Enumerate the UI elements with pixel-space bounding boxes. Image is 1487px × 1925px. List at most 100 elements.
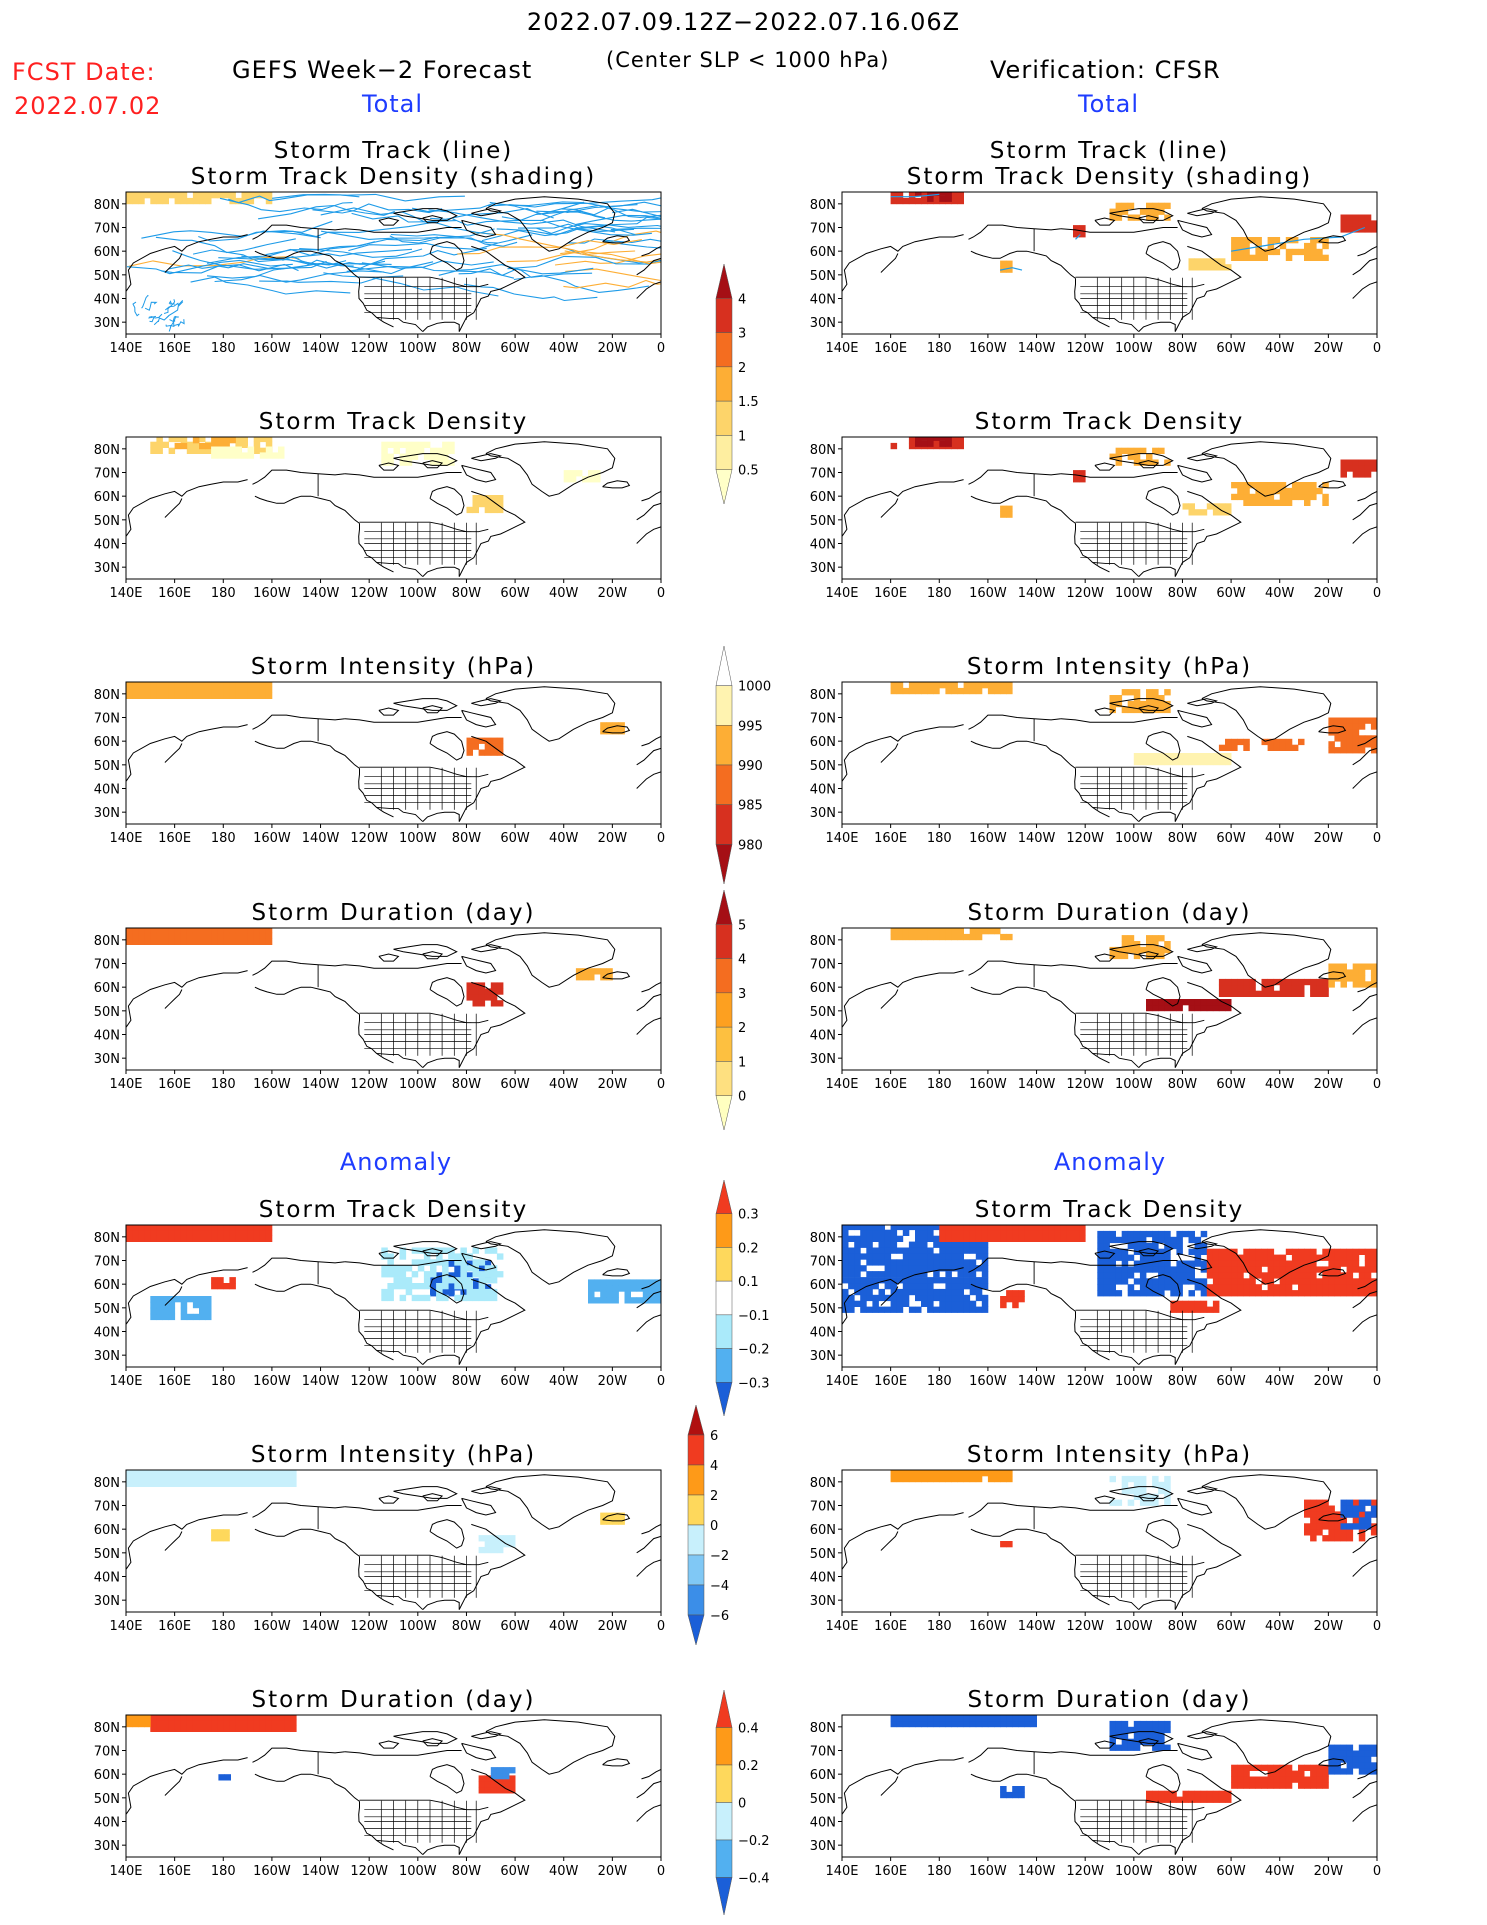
shading-cell [150, 197, 157, 205]
coastline [393, 1486, 458, 1499]
shading-cell [490, 1787, 498, 1794]
storm-track-line [430, 201, 585, 220]
lat-tick-label: 50N [810, 1005, 836, 1020]
shading-cell [496, 1535, 504, 1542]
shading-cell [1194, 758, 1202, 766]
shading-cell [1121, 1475, 1129, 1483]
lon-tick-label: 160E [874, 1864, 907, 1879]
shading-cell [399, 1294, 407, 1302]
shading-cell [1346, 1272, 1354, 1279]
shading-cell [1322, 978, 1329, 986]
shading-cell [1273, 499, 1281, 506]
map-panel-fc-duration: 140E 160E 180 160W 140W 120W 100W 80W 60W 40W 20W 0… [94, 927, 665, 1100]
shading-cell [1182, 753, 1189, 760]
shading-cell [1206, 753, 1214, 760]
shading-cell [1358, 981, 1366, 988]
shading-cell [186, 1725, 194, 1732]
lat-tick-label: 30N [94, 1349, 120, 1364]
lon-tick-label: 120W [350, 1077, 388, 1092]
shading-cell [1048, 1229, 1056, 1236]
coastline [968, 224, 1061, 240]
shading-cell [1370, 226, 1377, 233]
shading-cell [180, 1480, 188, 1487]
shading-cell [1298, 1254, 1305, 1261]
colorbar-label: 0.5 [738, 464, 759, 479]
shading-cell [180, 692, 188, 699]
shading-cell [399, 441, 407, 448]
shading-cell [1285, 254, 1293, 261]
lon-tick-label: 80W [452, 341, 482, 356]
shading-cell [860, 1283, 867, 1290]
coastline [485, 1474, 616, 1530]
shading-cell [951, 1720, 958, 1728]
shading-cell [921, 687, 928, 695]
shading-cell [217, 692, 224, 699]
shading-cell [939, 1247, 946, 1254]
shading-cell [217, 452, 224, 459]
shading-cell [150, 441, 157, 448]
shading-cell [284, 1470, 291, 1476]
shading-cell [1000, 511, 1007, 518]
map-frame [841, 1469, 1378, 1613]
shading-cell [1146, 1284, 1153, 1291]
shading-cell [1243, 487, 1250, 495]
shading-cell [430, 1265, 437, 1272]
shading-cell [1328, 1284, 1335, 1291]
shading-cell [472, 506, 479, 514]
shading-cell [1182, 1260, 1189, 1267]
shading-cell [872, 1259, 879, 1266]
lon-tick-label: 40W [549, 341, 579, 356]
coastline [1145, 1274, 1181, 1304]
shading-cell [1346, 735, 1354, 742]
shading-cell [1267, 237, 1275, 244]
shading-cell [1127, 1254, 1135, 1261]
shading-cell [442, 1290, 449, 1297]
shading-cell [1346, 214, 1354, 221]
shading-cell [1018, 1290, 1025, 1297]
shading-cell [1115, 1266, 1123, 1273]
lon-tick-label: 120W [1066, 1619, 1104, 1634]
shading-cell [1249, 237, 1256, 244]
shading-cell [399, 1265, 407, 1272]
shading-cell [1279, 984, 1287, 992]
shading-cell [1127, 1475, 1135, 1483]
lon-tick-label: 140W [1018, 1864, 1056, 1879]
lon-tick-label: 140W [302, 1374, 340, 1389]
shading-cell [1188, 758, 1195, 766]
shading-cell [1158, 1487, 1165, 1495]
shading-cell [1334, 747, 1341, 754]
shading-cell [1249, 1254, 1256, 1261]
coastline [164, 498, 183, 518]
shading-cell [1139, 1242, 1147, 1250]
shading-cell [138, 1480, 145, 1487]
coastline [422, 1493, 444, 1502]
shading-cell [1103, 1260, 1110, 1267]
shading-cell [1237, 487, 1244, 495]
shading-cell [1322, 499, 1329, 506]
shading-cell [1200, 1278, 1208, 1285]
shading-cell [162, 192, 169, 199]
shading-cell [466, 1288, 473, 1296]
shading-cell [1225, 1278, 1232, 1285]
shading-cell [217, 1225, 224, 1231]
coastline [842, 1757, 964, 1815]
shading-cell [442, 1283, 449, 1290]
shading-cell [150, 447, 157, 454]
coastline [344, 227, 462, 233]
shading-cell [1158, 1790, 1165, 1797]
colorbar-swatch [715, 1213, 733, 1248]
shading-cell [866, 1259, 873, 1266]
shading-cell [1334, 1535, 1341, 1542]
shading-cell [211, 1277, 218, 1284]
coastline [1145, 977, 1181, 1007]
shading-cell [1346, 1750, 1354, 1757]
shading-cell [606, 1297, 613, 1304]
shading-cell [1170, 1236, 1177, 1244]
shading-cell [211, 1529, 218, 1536]
shading-cell [1285, 1290, 1293, 1297]
shading-cell [156, 1474, 163, 1481]
shading-cell [902, 197, 910, 205]
shading-cell [448, 441, 455, 448]
shading-cell [902, 1277, 910, 1284]
shading-cell [1310, 1499, 1317, 1506]
